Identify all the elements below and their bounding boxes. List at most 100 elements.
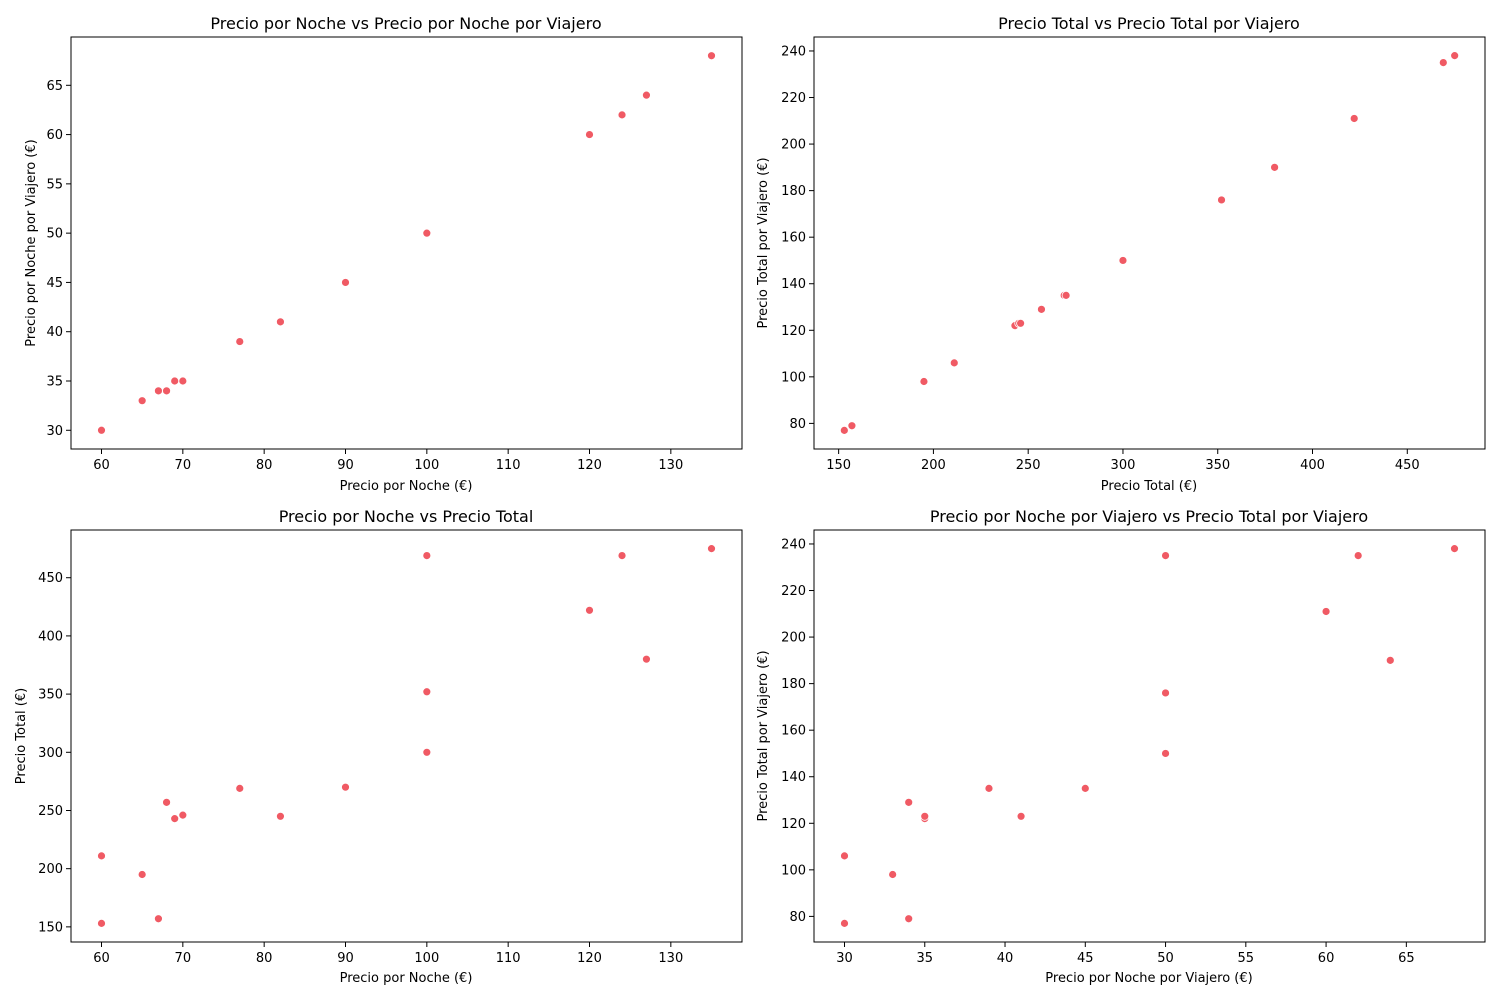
scatter-point — [919, 377, 929, 386]
x-tick-label: 250 — [1016, 458, 1041, 473]
scatter-point — [642, 90, 651, 100]
scatter-point — [585, 605, 594, 615]
panel-title: Precio por Noche vs Precio Total — [279, 507, 534, 526]
x-tick-label: 300 — [1111, 458, 1136, 473]
y-tick-label: 160 — [781, 231, 806, 246]
panel-nightly-per-traveler-vs-total-per-traveler: Precio por Noche por Viajero vs Precio T… — [756, 507, 1486, 986]
y-tick-label: 80 — [789, 417, 806, 432]
scatter-point — [162, 386, 171, 396]
y-tick-label: 450 — [38, 571, 63, 586]
y-tick-label: 35 — [46, 374, 63, 389]
x-tick-label: 350 — [1205, 458, 1230, 473]
scatter-point — [154, 914, 163, 924]
x-tick-label: 65 — [1398, 951, 1415, 966]
x-tick-label: 80 — [256, 458, 273, 473]
y-axis-label: Precio Total (€) — [14, 688, 29, 784]
scatter-point — [1450, 544, 1459, 554]
y-tick-label: 220 — [781, 91, 806, 106]
panel-nightly-vs-nightly-per-traveler: Precio por Noche vs Precio por Noche por… — [24, 14, 743, 494]
y-tick-label: 350 — [38, 688, 63, 703]
y-axis-label: Precio Total por Viajero (€) — [756, 157, 771, 328]
y-tick-label: 50 — [46, 227, 63, 242]
panel-total-vs-total-per-traveler: Precio Total vs Precio Total por Viajero… — [756, 14, 1486, 494]
scatter-point — [154, 386, 163, 396]
scatter-point — [585, 130, 594, 139]
scatter-point — [642, 654, 651, 664]
scatter-point — [162, 797, 171, 807]
scatter-point — [984, 783, 994, 793]
scatter-point — [1161, 749, 1170, 758]
y-tick-label: 160 — [781, 724, 806, 739]
scatter-point — [276, 811, 285, 821]
x-tick-label: 400 — [1300, 458, 1325, 473]
scatter-point — [1438, 58, 1448, 68]
y-axis-label: Precio Total por Viajero (€) — [756, 650, 771, 821]
y-tick-label: 80 — [789, 910, 806, 925]
x-tick-label: 100 — [414, 951, 439, 966]
scatter-point — [1217, 195, 1226, 205]
scatter-point — [1349, 114, 1359, 123]
x-tick-label: 200 — [921, 458, 946, 473]
scatter-point — [847, 421, 857, 431]
x-tick-label: 80 — [256, 951, 273, 966]
scatter-point — [422, 747, 432, 757]
y-tick-label: 120 — [781, 324, 806, 339]
x-tick-label: 30 — [836, 951, 853, 966]
scatter-point — [422, 228, 432, 238]
x-tick-label: 130 — [658, 951, 683, 966]
plot-frame — [813, 529, 1486, 943]
scatter-point — [137, 396, 147, 406]
y-tick-label: 240 — [781, 44, 806, 59]
scatter-point — [617, 110, 627, 120]
scatter-point — [341, 782, 350, 792]
x-axis-label: Precio por Noche por Viajero (€) — [1045, 971, 1252, 986]
scatter-point — [1080, 783, 1090, 793]
panel-title: Precio por Noche por Viajero vs Precio T… — [930, 507, 1368, 526]
x-tick-label: 60 — [93, 458, 110, 473]
scatter-point — [1037, 304, 1046, 314]
y-tick-label: 140 — [781, 277, 806, 292]
scatter-point — [97, 918, 106, 928]
x-tick-label: 110 — [496, 458, 521, 473]
y-tick-label: 180 — [781, 184, 806, 199]
y-tick-label: 60 — [46, 128, 63, 143]
scatter-point — [235, 337, 245, 346]
scatter-point — [178, 810, 188, 820]
scatter-point — [170, 814, 180, 824]
panel-title: Precio por Noche vs Precio por Noche por… — [210, 14, 601, 33]
x-tick-label: 90 — [337, 951, 354, 966]
scatter-point — [888, 870, 898, 879]
x-tick-label: 50 — [1157, 951, 1174, 966]
y-tick-label: 30 — [46, 424, 63, 439]
x-tick-label: 45 — [1077, 951, 1094, 966]
y-tick-label: 200 — [781, 631, 806, 646]
scatter-point — [137, 870, 147, 879]
plot-frame — [813, 36, 1486, 450]
plot-frame — [70, 529, 743, 943]
panel-nightly-vs-total: Precio por Noche vs Precio Total Precio … — [14, 507, 743, 986]
y-tick-label: 300 — [38, 746, 63, 761]
plot-frame — [70, 36, 743, 450]
scatter-point — [1016, 811, 1026, 821]
scatter-point — [97, 425, 106, 435]
scatter-point — [341, 278, 350, 287]
y-tick-label: 150 — [38, 920, 63, 935]
y-tick-label: 180 — [781, 677, 806, 692]
scatter-point — [707, 544, 716, 554]
y-tick-label: 200 — [781, 138, 806, 153]
scatter-point — [178, 376, 188, 386]
scatter-point — [904, 797, 914, 807]
y-tick-label: 140 — [781, 770, 806, 785]
x-tick-label: 450 — [1395, 458, 1420, 473]
scatter-point — [170, 376, 180, 386]
panel-title: Precio Total vs Precio Total por Viajero — [998, 14, 1300, 33]
scatter-point — [1353, 551, 1363, 561]
scatter-point — [1385, 655, 1395, 665]
scatter-point — [97, 851, 106, 861]
scatter-point — [1016, 318, 1026, 328]
y-tick-label: 200 — [38, 862, 63, 877]
x-tick-label: 55 — [1238, 951, 1255, 966]
x-tick-label: 70 — [175, 458, 192, 473]
y-tick-label: 100 — [781, 370, 806, 385]
